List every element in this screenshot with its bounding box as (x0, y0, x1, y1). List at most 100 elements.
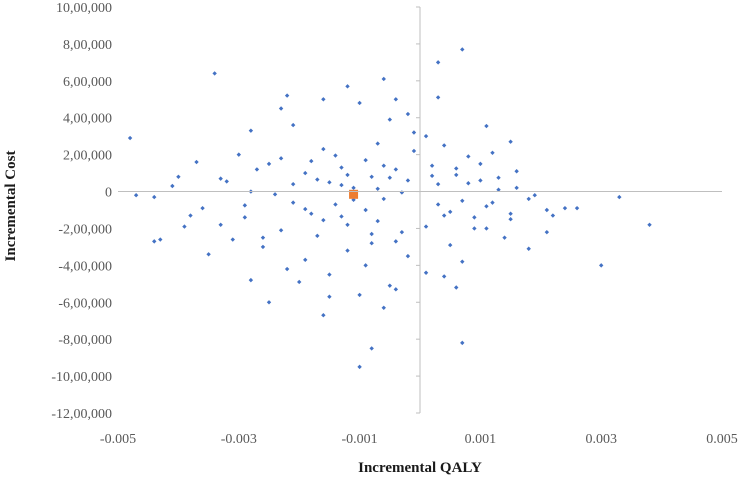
scatter-point (441, 274, 447, 279)
scatter-point (399, 229, 405, 235)
scatter-point (170, 183, 175, 189)
scatter-point (357, 100, 362, 106)
scatter-point (303, 170, 308, 176)
y-tick-label: 10,00,000 (56, 1, 112, 16)
scatter-point (454, 285, 459, 290)
x-tick-label: -0.003 (221, 432, 257, 447)
scatter-point (574, 205, 580, 211)
y-tick-label: -6,00,000 (58, 296, 112, 311)
scatter-point (194, 159, 199, 165)
scatter-point (435, 202, 441, 207)
x-axis-title: Incremental QALY (358, 460, 482, 476)
scatter-point (278, 228, 284, 233)
scatter-point (357, 292, 362, 298)
scatter-point (478, 161, 483, 167)
scatter-point (260, 235, 266, 240)
y-tick-label: 8,00,000 (63, 38, 112, 53)
scatter-point (127, 135, 133, 141)
scatter-point (393, 239, 399, 244)
scatter-point (315, 177, 320, 182)
x-tick-label: 0.003 (585, 432, 617, 447)
scatter-point (466, 181, 471, 186)
scatter-point (278, 156, 284, 161)
scatter-point (460, 259, 465, 264)
scatter-point (435, 95, 441, 100)
scatter-point (242, 215, 248, 220)
scatter-point (158, 237, 163, 242)
scatter-point (441, 143, 447, 148)
scatter-point (375, 186, 380, 191)
scatter-point (242, 203, 248, 208)
scatter-point (321, 146, 326, 152)
scatter-point (454, 166, 459, 171)
x-tick-label: 0.005 (706, 432, 738, 447)
scatter-point (508, 217, 513, 222)
axes (118, 6, 722, 414)
scatter-point (224, 179, 229, 184)
scatter-point (327, 294, 332, 299)
scatter-point (454, 172, 459, 178)
scatter-point (490, 200, 495, 205)
x-tick-label: 0.001 (465, 432, 497, 447)
scatter-point (375, 218, 380, 224)
scatter-point (423, 133, 429, 139)
scatter-point (303, 206, 308, 212)
y-tick-label: -10,00,000 (51, 370, 112, 385)
scatter-point (435, 60, 441, 65)
scatter-point (617, 194, 622, 200)
scatter-point (381, 163, 386, 168)
scatter-point (327, 272, 332, 277)
scatter-point (441, 213, 447, 218)
scatter-point (375, 141, 380, 146)
x-tick-label: -0.001 (342, 432, 378, 447)
scatter-point (321, 312, 326, 318)
scatter-point (423, 224, 429, 229)
scatter-point (478, 178, 483, 183)
scatter-point (182, 224, 187, 229)
scatter-point (496, 187, 501, 192)
scatter-point (321, 97, 326, 102)
scatter-point (188, 213, 193, 218)
plot-marks (127, 47, 652, 370)
scatter-point (411, 130, 417, 135)
scatter-point (133, 193, 139, 198)
scatter-point (647, 222, 652, 227)
scatter-point (278, 106, 284, 111)
scatter-point (526, 196, 531, 202)
scatter-point (345, 248, 350, 253)
scatter-point (387, 283, 392, 288)
scatter-point (562, 205, 568, 211)
scatter-point (345, 222, 350, 227)
mean-point (349, 189, 359, 199)
scatter-point (152, 194, 157, 200)
y-tick-label: -12,00,000 (51, 407, 112, 422)
y-tick-label: -4,00,000 (58, 259, 112, 274)
scatter-point (339, 214, 344, 219)
scatter-point (448, 209, 453, 215)
scatter-point (381, 196, 386, 202)
scatter-point (212, 71, 217, 76)
scatter-point (429, 163, 435, 168)
scatter-point (363, 157, 368, 163)
scatter-point (393, 167, 399, 172)
scatter-point (363, 207, 368, 213)
scatter-point (514, 185, 519, 191)
tick-labels: -0.005 -0.003 -0.001 0.001 0.003 0.005 10,00,0… (51, 1, 737, 447)
scatter-point (393, 287, 399, 292)
y-tick-label: 2,00,000 (63, 149, 112, 164)
scatter-point (309, 158, 314, 164)
scatter-point (369, 174, 374, 179)
scatter-point (484, 123, 489, 129)
scatter-point (399, 190, 405, 195)
scatter-point (357, 364, 362, 370)
scatter-point (484, 226, 489, 231)
scatter-point (290, 181, 296, 187)
scatter-point (472, 226, 477, 231)
scatter-point (284, 266, 290, 272)
scatter-point (405, 111, 411, 117)
scatter-point (460, 47, 465, 52)
scatter-point (508, 139, 513, 144)
scatter-point (309, 211, 314, 216)
scatter-point (369, 346, 374, 351)
